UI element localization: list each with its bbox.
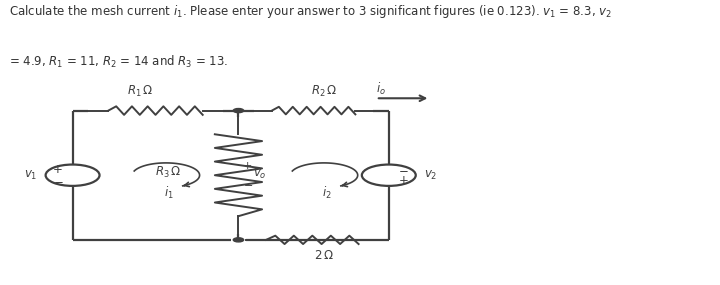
Text: = 4.9, $R_1$ = 11, $R_2$ = 14 and $R_3$ = 13.: = 4.9, $R_1$ = 11, $R_2$ = 14 and $R_3$ … xyxy=(9,54,229,70)
Text: $v_1$: $v_1$ xyxy=(24,169,37,182)
Text: $v_2$: $v_2$ xyxy=(424,169,438,182)
Text: $-$: $-$ xyxy=(53,174,63,188)
Text: $R_1\,\Omega$: $R_1\,\Omega$ xyxy=(127,84,153,99)
Circle shape xyxy=(233,238,243,242)
Text: Calculate the mesh current $i_1$. Please enter your answer to 3 significant figu: Calculate the mesh current $i_1$. Please… xyxy=(9,3,613,20)
Circle shape xyxy=(233,109,243,113)
Text: $v_o$: $v_o$ xyxy=(253,168,266,181)
Text: $-$: $-$ xyxy=(398,163,409,176)
Text: +: + xyxy=(243,161,253,171)
Text: $-$: $-$ xyxy=(243,180,253,190)
Text: +: + xyxy=(398,174,408,188)
Text: $i_o$: $i_o$ xyxy=(376,81,386,97)
Text: $R_2\,\Omega$: $R_2\,\Omega$ xyxy=(311,84,337,99)
Text: $2\,\Omega$: $2\,\Omega$ xyxy=(314,249,334,262)
Text: $i_1$: $i_1$ xyxy=(163,185,174,201)
Text: $i_2$: $i_2$ xyxy=(322,185,331,201)
Text: $R_3\,\Omega$: $R_3\,\Omega$ xyxy=(156,165,181,180)
Text: +: + xyxy=(53,163,63,176)
